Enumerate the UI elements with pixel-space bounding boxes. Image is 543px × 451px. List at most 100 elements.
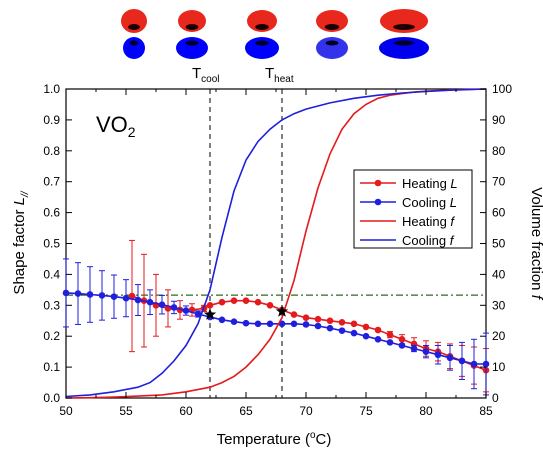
- x-tick-label: 70: [299, 404, 313, 418]
- inset-red-shape: [178, 10, 206, 32]
- y-right-tick-label: 50: [492, 237, 506, 251]
- inset-red-dark: [393, 24, 415, 30]
- x-tick-label: 60: [179, 404, 193, 418]
- axes: 50 55 60 65 70 75 80 85 0.0 0.1 0.2 0.3 0.4 0.5 0.6 0.7…: [43, 82, 512, 418]
- y-right-tick-label: 10: [492, 360, 506, 374]
- y-right-tick-label: 30: [492, 298, 506, 312]
- series-cooling-l: [62, 258, 490, 396]
- data-point: [434, 351, 442, 359]
- data-point: [128, 292, 136, 300]
- data-point: [374, 326, 382, 334]
- data-point: [410, 345, 418, 352]
- series-layer: [62, 88, 490, 399]
- series-heating-l: [128, 239, 490, 393]
- y-left-tick-label: 0.3: [43, 298, 60, 312]
- data-point: [254, 320, 262, 328]
- data-point: [170, 304, 178, 311]
- intersection-star: [203, 308, 217, 320]
- y-left-tick-label: 0.2: [43, 329, 60, 343]
- y-left-tick-label: 0.8: [43, 144, 60, 158]
- data-point: [194, 310, 202, 318]
- y-right-tick-label: 0: [492, 391, 499, 405]
- data-point: [422, 348, 430, 355]
- inset-red-dark: [185, 24, 199, 30]
- data-point: [302, 314, 310, 321]
- tcool-label: Tcool: [192, 65, 220, 85]
- data-point: [158, 301, 166, 308]
- data-point: [386, 331, 394, 338]
- data-point: [350, 320, 358, 328]
- data-point: [290, 320, 298, 328]
- data-point: [134, 296, 142, 304]
- inset-blue-dark: [325, 40, 339, 46]
- legend-item-heating-f: Heating f: [360, 214, 455, 229]
- inset-shapes: [121, 9, 429, 59]
- inset-blue-shape: [379, 37, 429, 59]
- data-point: [338, 327, 346, 334]
- theat-label: Theat: [265, 65, 294, 85]
- data-point: [362, 332, 370, 340]
- y-right-tick-label: 80: [492, 144, 506, 158]
- inset-red-dark: [324, 24, 340, 30]
- y-left-tick-label: 0.9: [43, 113, 60, 127]
- data-point: [254, 298, 262, 306]
- y-left-tick-label: 0.1: [43, 360, 60, 374]
- data-point: [206, 302, 214, 309]
- data-point: [242, 319, 250, 327]
- data-point: [338, 318, 346, 326]
- legend: Heating L Cooling L Heating f Cooling f: [353, 169, 473, 249]
- inset-blue-dark: [185, 40, 199, 46]
- svg-text:Heating f: Heating f: [402, 214, 455, 229]
- data-point: [374, 335, 382, 343]
- data-point: [458, 357, 466, 365]
- data-point: [350, 329, 358, 337]
- data-point: [218, 316, 226, 324]
- legend-item-cooling-l: Cooling L: [360, 195, 457, 210]
- inset-blue-shape: [316, 37, 348, 59]
- x-tick-label: 85: [479, 404, 493, 418]
- inset-blue-dark: [129, 40, 139, 46]
- inset-blue-shape: [176, 37, 208, 59]
- data-point: [482, 360, 490, 368]
- y-left-tick-label: 0.6: [43, 206, 60, 220]
- y-right-tick-label: 60: [492, 206, 506, 220]
- data-point: [326, 317, 334, 325]
- inset-red-dark: [255, 24, 269, 30]
- intersection-star: [275, 305, 289, 317]
- data-point: [98, 292, 106, 299]
- data-point: [74, 290, 82, 297]
- y-axis-right-label: Volume fraction f: [528, 187, 543, 301]
- data-point: [386, 339, 394, 346]
- inset-blue-dark: [255, 40, 269, 46]
- series-cooling-f: [65, 88, 487, 398]
- x-tick-label: 65: [239, 404, 253, 418]
- series-line: [65, 88, 487, 398]
- inset-red-dark: [128, 24, 140, 30]
- y-left-tick-label: 0.7: [43, 175, 60, 189]
- inset-blue-shape: [245, 37, 279, 59]
- data-point: [242, 297, 250, 304]
- inset-red-shape: [121, 9, 147, 33]
- y-left-tick-label: 0.5: [43, 237, 60, 251]
- inset-blue-dark: [394, 40, 414, 46]
- series-line: [131, 295, 487, 371]
- x-tick-label: 80: [419, 404, 433, 418]
- data-point: [362, 323, 370, 331]
- data-point: [122, 294, 130, 302]
- data-point: [266, 320, 274, 328]
- x-axis-label: Temperature (oC): [217, 430, 332, 448]
- x-tick-label: 75: [359, 404, 373, 418]
- data-point: [326, 324, 334, 332]
- svg-text:Cooling f: Cooling f: [402, 233, 455, 248]
- x-tick-label: 55: [119, 404, 133, 418]
- legend-item-cooling-f: Cooling f: [360, 233, 455, 248]
- data-point: [266, 302, 274, 309]
- data-point: [110, 293, 118, 300]
- material-annotation: VO2: [96, 112, 136, 140]
- svg-text:Cooling L: Cooling L: [402, 195, 457, 210]
- data-point: [314, 315, 322, 323]
- data-point: [470, 360, 478, 368]
- data-point: [62, 289, 70, 297]
- inset-blue-shape: [123, 37, 145, 59]
